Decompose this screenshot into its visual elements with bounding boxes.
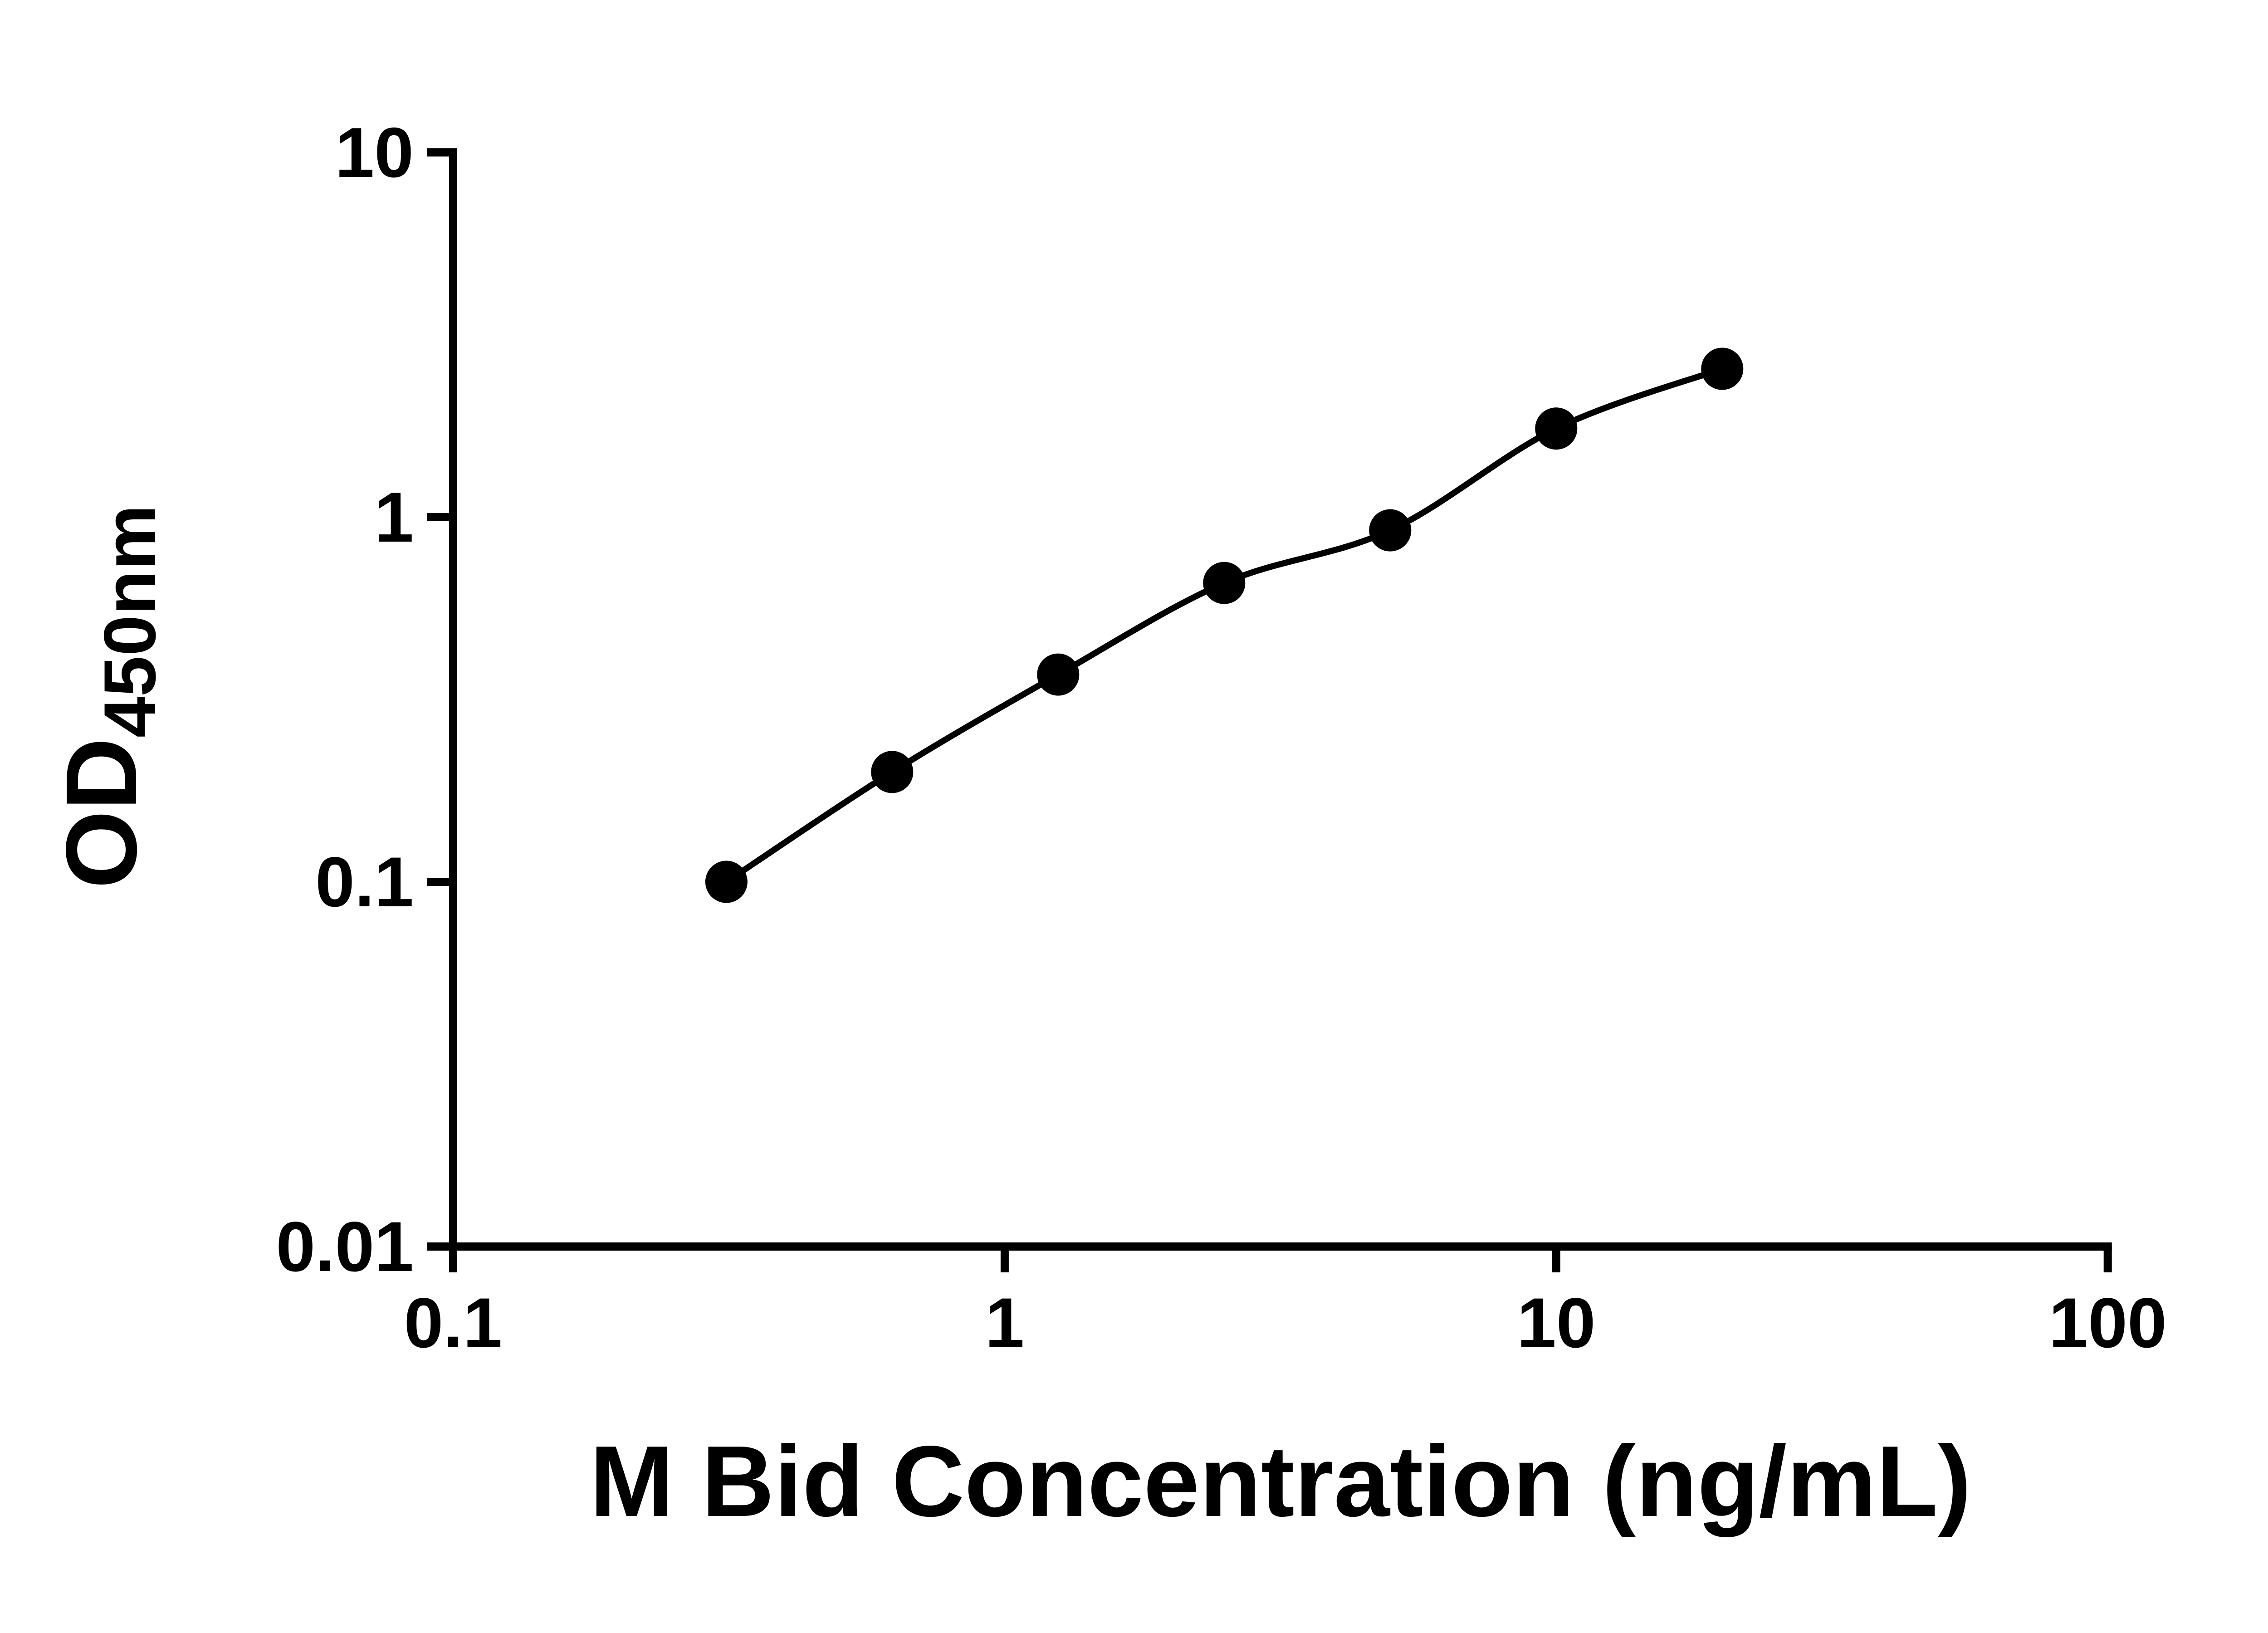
data-point [1535, 407, 1578, 450]
x-tick-label: 10 [1517, 1284, 1596, 1363]
x-tick-label: 100 [2049, 1284, 2167, 1363]
data-point [705, 861, 748, 903]
axes [449, 148, 2112, 1251]
data-series [705, 347, 1744, 903]
fit-curve [724, 366, 1724, 885]
y-axis-title-sub: 450nm [89, 505, 171, 738]
y-axis-title: OD450nm [45, 505, 171, 889]
y-tick-label: 10 [335, 113, 414, 192]
data-point [1369, 509, 1412, 552]
y-tick-label: 1 [374, 478, 414, 557]
x-tick-label: 1 [985, 1284, 1025, 1363]
y-tick-label: 0.01 [276, 1208, 414, 1286]
tick-marks [427, 148, 2112, 1272]
data-point [1203, 562, 1246, 604]
data-point [1701, 347, 1744, 390]
y-axis-title-main: OD [45, 738, 158, 889]
x-tick-label: 0.1 [404, 1284, 503, 1363]
data-point [1037, 653, 1080, 696]
y-tick-label: 0.1 [315, 843, 414, 922]
x-axis-title: M Bid Concentration (ng/mL) [590, 1425, 1971, 1538]
data-point [871, 751, 914, 793]
